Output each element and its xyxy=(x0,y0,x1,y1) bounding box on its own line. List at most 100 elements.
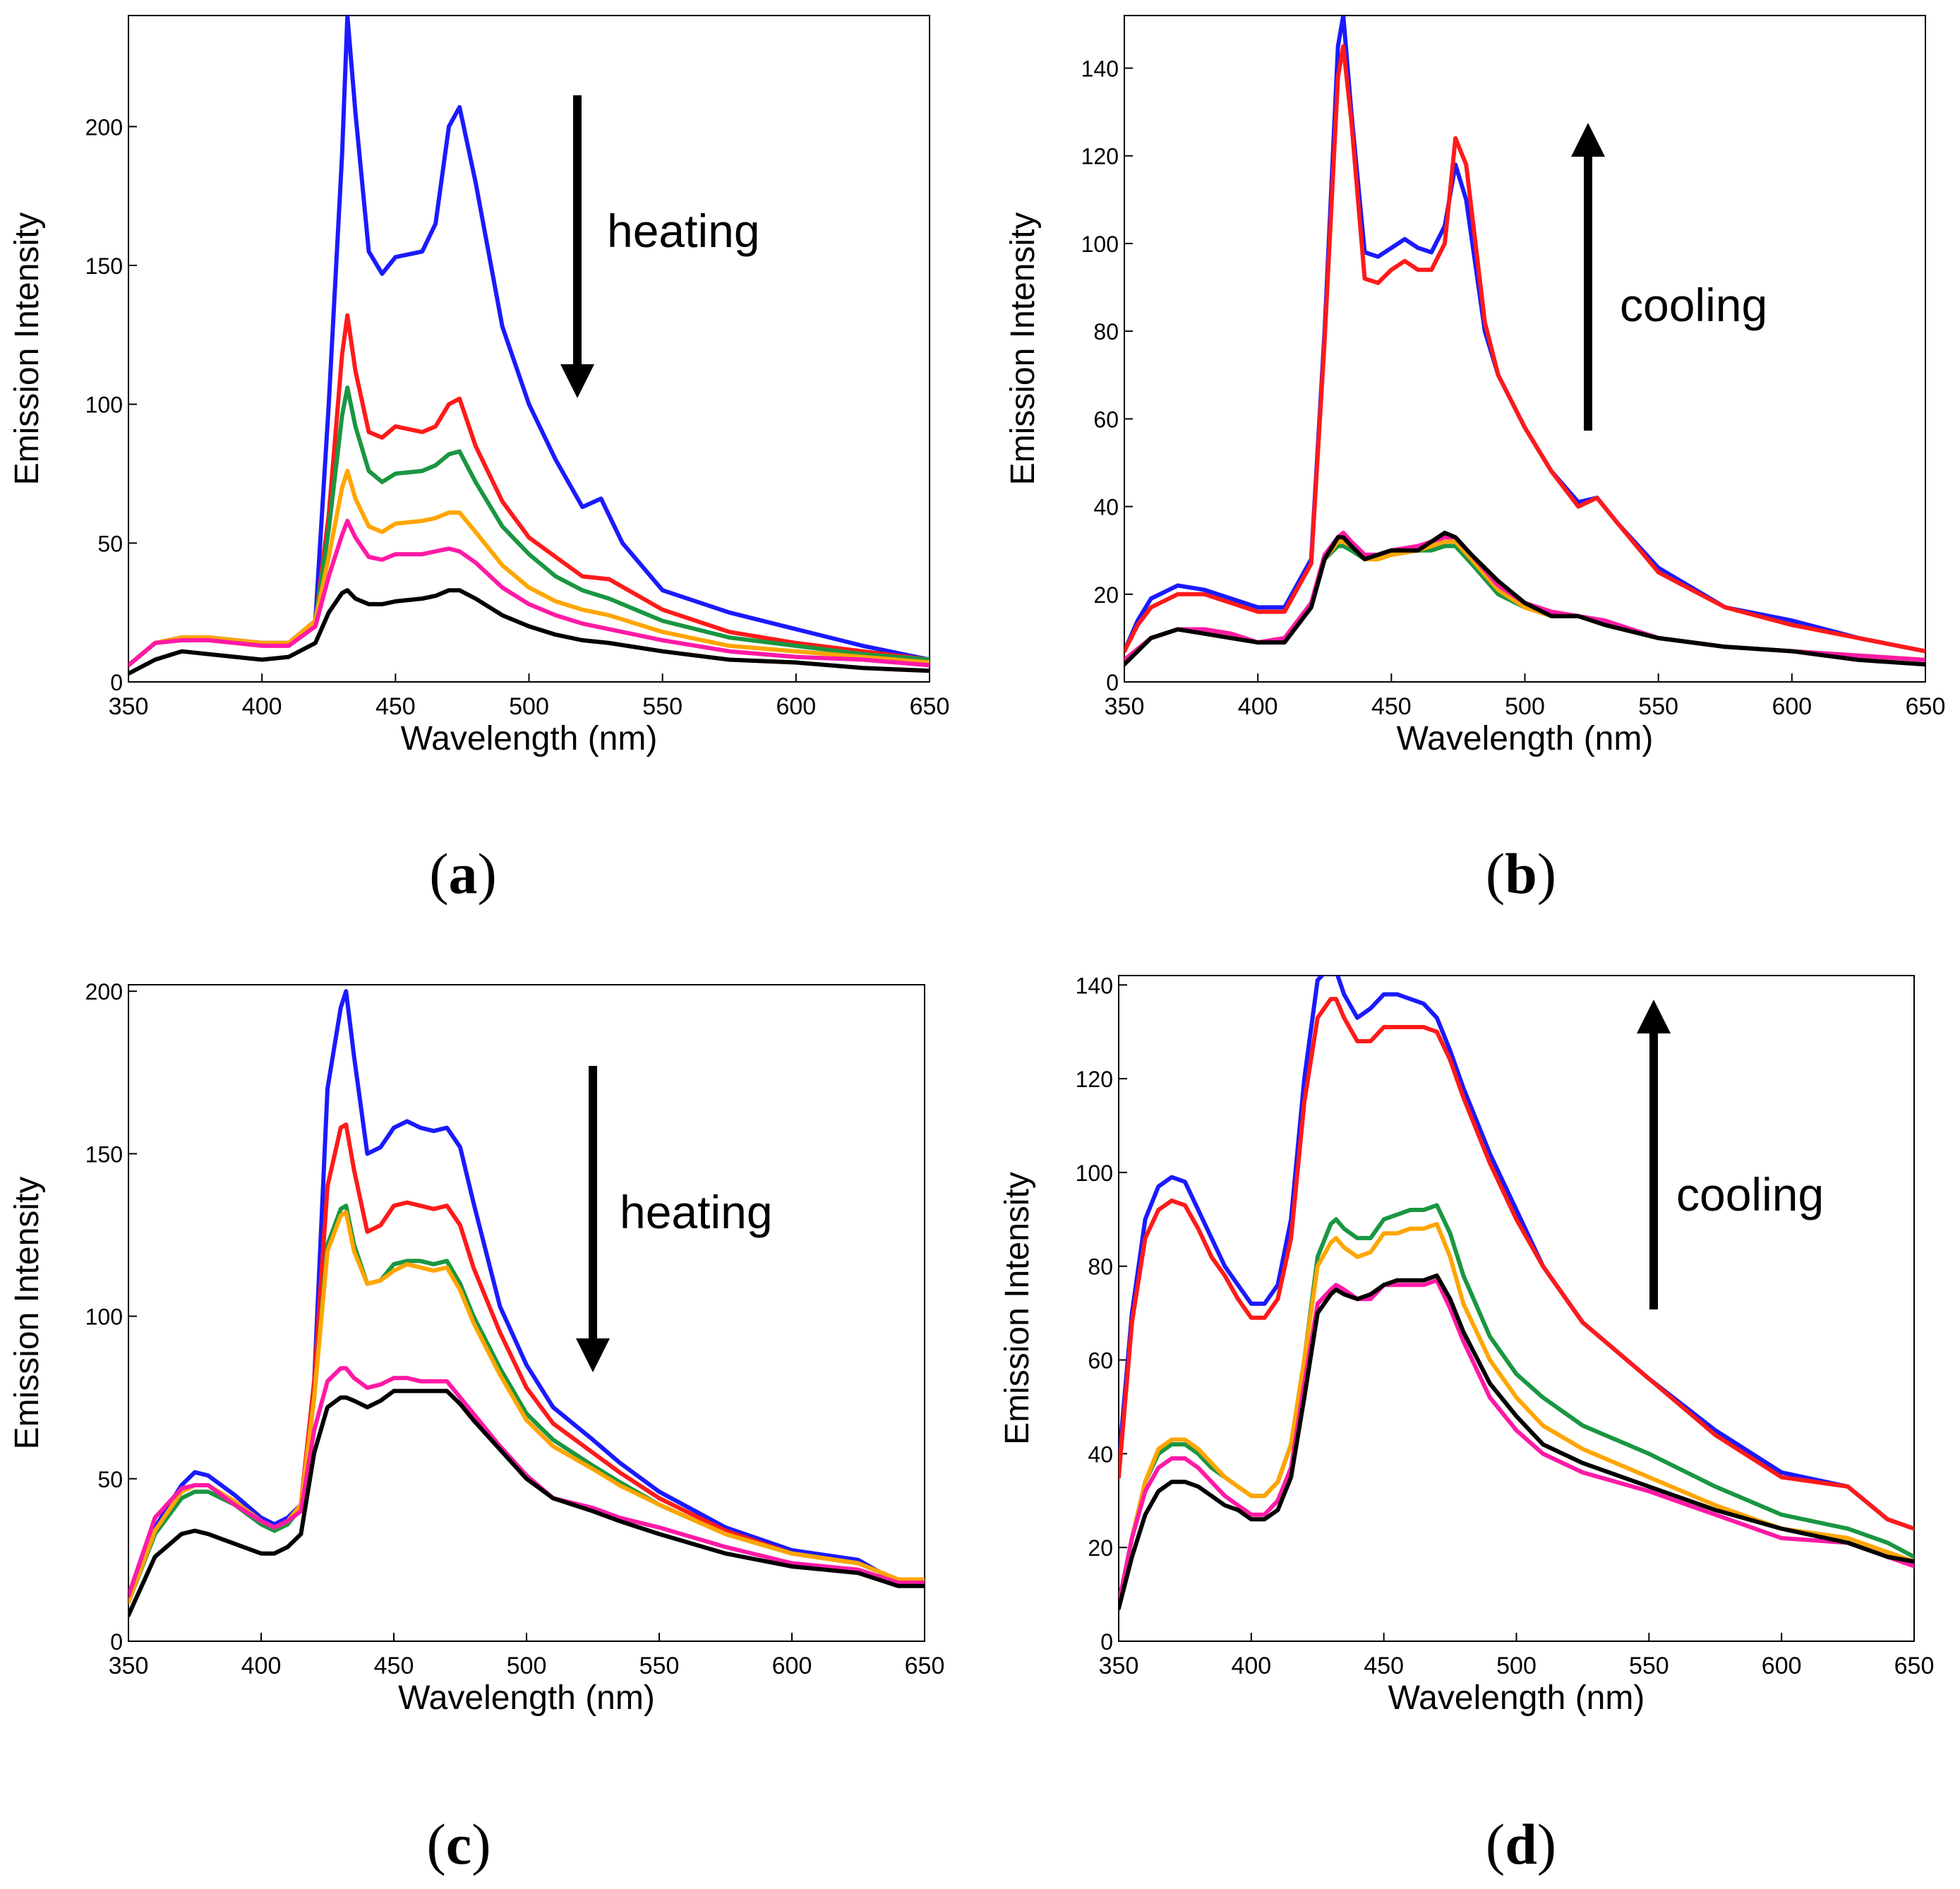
y-tick-label: 140 xyxy=(1081,56,1119,82)
y-tick-label: 80 xyxy=(1093,319,1119,344)
x-tick-label: 450 xyxy=(374,1653,414,1679)
x-tick-label: 600 xyxy=(1762,1653,1802,1679)
x-tick-label: 500 xyxy=(509,693,549,720)
panel-letter: c xyxy=(446,1812,471,1876)
series-line-orange xyxy=(1119,1222,1914,1606)
x-tick-label: 650 xyxy=(1894,1653,1935,1679)
x-tick-label: 350 xyxy=(109,1653,149,1679)
x-axis-label: Wavelength (nm) xyxy=(1397,720,1654,757)
y-tick-label: 0 xyxy=(1106,670,1119,695)
series-line-blue xyxy=(128,989,925,1605)
series-line-black xyxy=(128,1389,925,1618)
y-tick-label: 140 xyxy=(1076,973,1113,998)
series-line-green xyxy=(128,385,930,668)
y-tick-label: 40 xyxy=(1093,495,1119,520)
y-tick-label: 80 xyxy=(1088,1254,1113,1280)
series-group xyxy=(1124,16,1925,667)
panel-label: (b) xyxy=(1486,841,1556,906)
x-tick-label: 350 xyxy=(1099,1653,1139,1679)
y-tick-label: 100 xyxy=(1076,1161,1113,1186)
x-tick-label: 400 xyxy=(1238,693,1278,720)
y-axis-label: Emission Intensity xyxy=(8,212,46,486)
x-tick-label: 650 xyxy=(905,1653,945,1679)
x-tick-label: 400 xyxy=(1231,1653,1271,1679)
annotation-text: heating xyxy=(620,1186,773,1238)
y-tick-label: 0 xyxy=(110,670,123,695)
y-axis-label: Emission Intensity xyxy=(1004,212,1042,486)
y-tick-label: 60 xyxy=(1088,1348,1113,1374)
panel-letter: d xyxy=(1505,1812,1537,1876)
annotation-text: cooling xyxy=(1676,1168,1824,1221)
x-tick-label: 450 xyxy=(1371,693,1412,720)
panel-label: (d) xyxy=(1486,1812,1556,1876)
chart-panel-a: 350 400 450 500 550 600 650 0 50 100 150 200 Wavelen… xyxy=(8,15,950,906)
series-line-orange xyxy=(128,1210,925,1605)
x-tick-label: 600 xyxy=(1772,693,1812,720)
panel-letter: b xyxy=(1505,841,1537,906)
series-line-blue xyxy=(128,16,930,668)
x-tick-label: 650 xyxy=(1906,693,1946,720)
x-axis-label: Wavelength (nm) xyxy=(398,1679,655,1717)
y-axis-label: Emission Intensity xyxy=(8,1177,46,1450)
x-tick-label: 550 xyxy=(1629,1653,1669,1679)
x-axis-label: Wavelength (nm) xyxy=(401,720,658,757)
x-tick-label: 350 xyxy=(1105,693,1145,720)
panel-letter: a xyxy=(449,841,478,906)
x-tick-label: 600 xyxy=(776,693,816,720)
series-line-red xyxy=(1124,44,1925,654)
x-tick-label: 550 xyxy=(639,1653,680,1679)
series-line-magenta xyxy=(128,1366,925,1598)
series-group xyxy=(1119,976,1914,1611)
plot-frame xyxy=(128,984,925,1642)
x-tick-label: 500 xyxy=(1496,1653,1537,1679)
series-line-red xyxy=(128,313,930,668)
series-line-green xyxy=(1119,1203,1914,1606)
plot-frame xyxy=(1118,975,1915,1642)
x-tick-label: 550 xyxy=(1638,693,1678,720)
x-tick-label: 450 xyxy=(1364,1653,1404,1679)
x-tick-label: 550 xyxy=(642,693,683,720)
y-tick-label: 150 xyxy=(85,1141,123,1167)
series-line-blue xyxy=(1124,16,1925,654)
series-line-black xyxy=(128,588,930,676)
x-tick-label: 400 xyxy=(242,693,282,720)
y-tick-label: 150 xyxy=(85,253,123,279)
y-tick-label: 200 xyxy=(85,114,123,140)
x-tick-label: 500 xyxy=(1505,693,1545,720)
y-tick-label: 120 xyxy=(1081,144,1119,169)
series-line-black xyxy=(1119,1273,1914,1611)
series-line-magenta xyxy=(128,518,930,668)
series-group xyxy=(128,989,925,1618)
y-tick-label: 100 xyxy=(1081,232,1119,257)
y-tick-label: 200 xyxy=(85,979,123,1005)
x-axis-label: Wavelength (nm) xyxy=(1388,1679,1645,1717)
chart-panel-b: 350 400 450 500 550 600 650 0 20 40 60 80 100 120 140 W… xyxy=(1004,15,1946,906)
y-tick-label: 0 xyxy=(110,1629,123,1655)
series-group xyxy=(128,16,930,676)
series-line-red xyxy=(1119,997,1914,1531)
panel-label: (c) xyxy=(426,1812,491,1876)
chart-panel-c: 350 400 450 500 550 600 650 0 50 100 150 200 Wavelen… xyxy=(8,979,944,1876)
x-tick-label: 400 xyxy=(241,1653,282,1679)
y-tick-label: 100 xyxy=(85,1305,123,1330)
y-tick-label: 40 xyxy=(1088,1441,1113,1467)
annotation-text: cooling xyxy=(1620,279,1767,331)
y-tick-label: 20 xyxy=(1088,1535,1113,1561)
y-tick-label: 100 xyxy=(85,392,123,418)
series-line-orange xyxy=(128,469,930,668)
x-tick-label: 650 xyxy=(910,693,950,720)
y-tick-label: 20 xyxy=(1093,582,1119,608)
series-line-green xyxy=(128,1204,925,1605)
annotation-text: heating xyxy=(607,205,760,257)
x-tick-label: 600 xyxy=(772,1653,812,1679)
y-tick-label: 120 xyxy=(1076,1067,1113,1092)
y-axis-label: Emission Intensity xyxy=(999,1172,1036,1445)
series-line-black xyxy=(1124,530,1925,667)
chart-panel-d: 350 400 450 500 550 600 650 0 20 40 60 80 100 120 140 W… xyxy=(999,973,1935,1876)
panel-label: (a) xyxy=(429,841,497,906)
series-line-blue xyxy=(1119,976,1914,1531)
plot-frame xyxy=(128,15,930,683)
plot-frame xyxy=(1124,15,1926,683)
y-tick-label: 60 xyxy=(1093,407,1119,432)
